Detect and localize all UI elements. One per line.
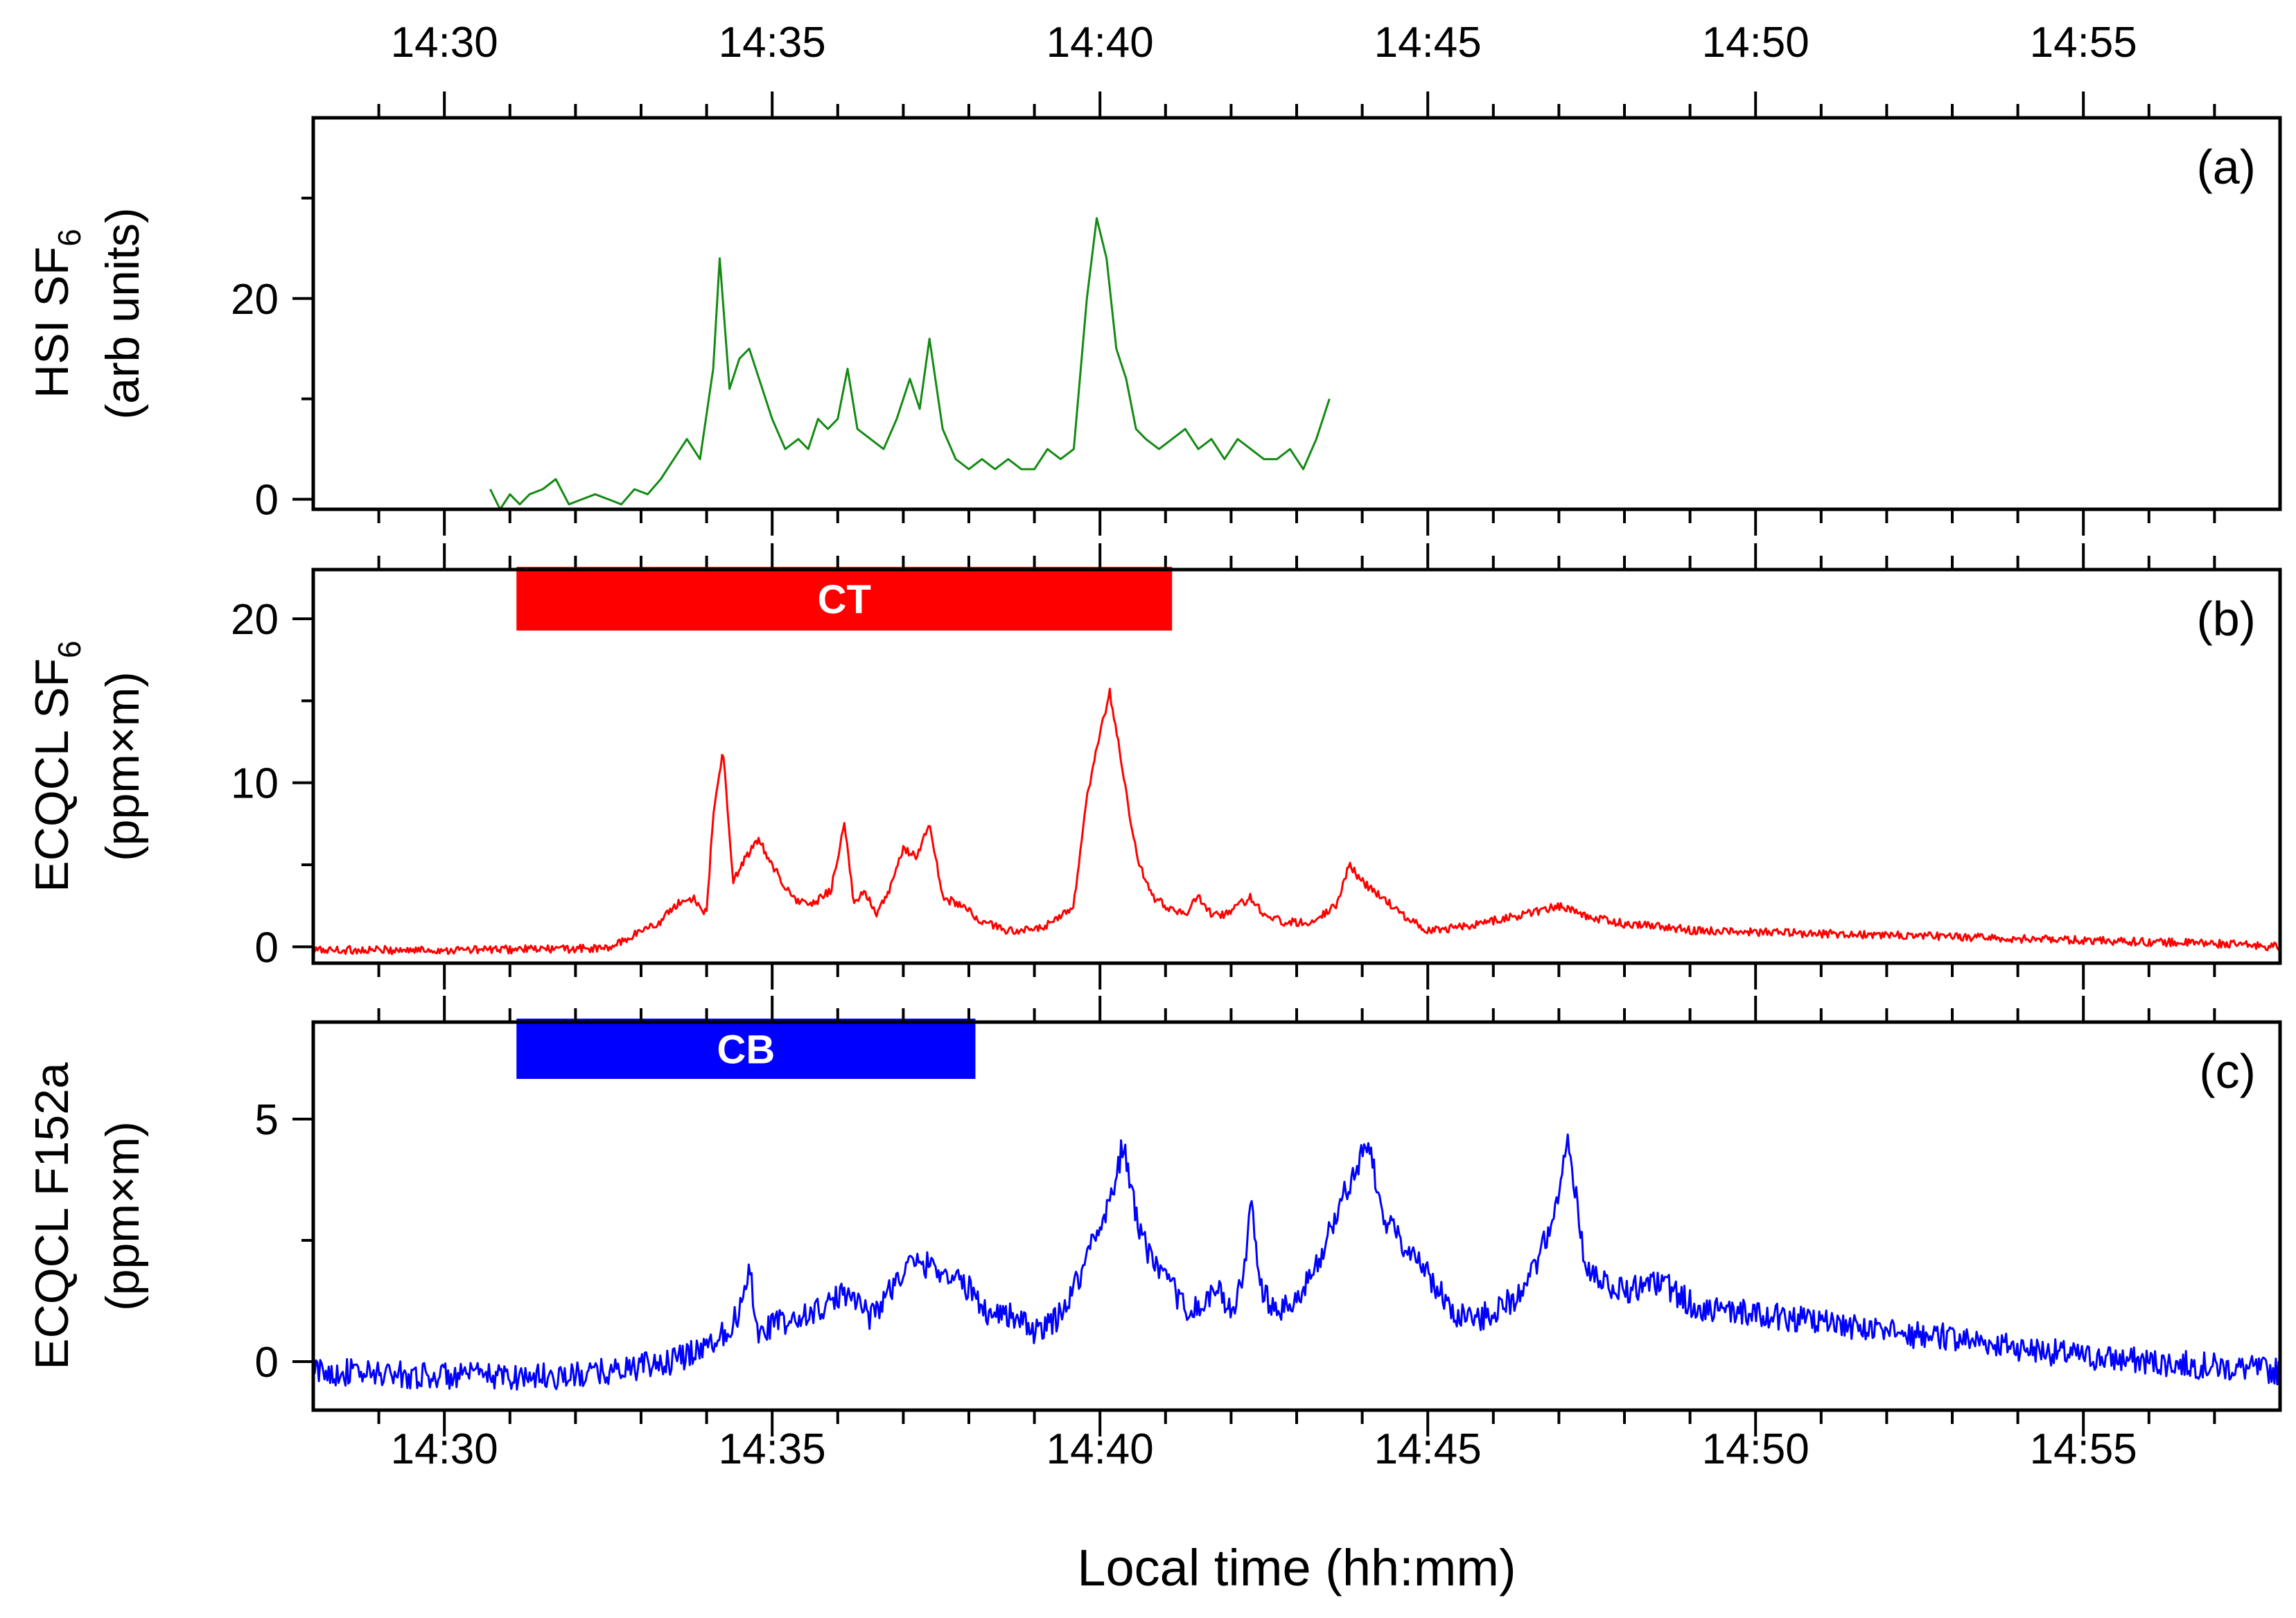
bottom-xtick-label: 14:35: [719, 1425, 826, 1473]
bottom-xtick-label: 14:45: [1374, 1425, 1482, 1473]
top-xtick-label: 14:35: [719, 19, 826, 67]
top-xtick-label: 14:40: [1046, 19, 1154, 67]
y-axis-title-main: ECQCL SF: [26, 658, 78, 892]
panel-frame-a: [311, 116, 2282, 511]
y-axis-title-subscript: 6: [51, 229, 87, 247]
panel-tag-b: (b): [2196, 592, 2256, 646]
y-axis-title-b: ECQCL SF6(ppm×m): [26, 640, 149, 892]
y-axis-title-line1: HSI SF6: [26, 229, 87, 398]
series-line-a: [489, 217, 1331, 511]
y-axis-title-line2: (ppm×m): [96, 671, 149, 861]
ytick-label: 0: [255, 1339, 279, 1387]
ytick-label: 20: [231, 276, 279, 324]
text-layer: 14:30 14:35 14:40 14:45 14:50 14:55 14:30 14:35…: [26, 19, 2256, 1597]
axes-layer: [292, 91, 2282, 1436]
series-layer: [312, 217, 2281, 1391]
ytick-label: 10: [231, 760, 279, 808]
top-xtick-label: 14:30: [391, 19, 498, 67]
y-axis-title-line2: (arb units): [96, 207, 149, 419]
x-axis-title: Local time (hh:mm): [1077, 1539, 1516, 1597]
annotation-bar-cb: [516, 1019, 976, 1079]
ytick-label: 0: [255, 477, 279, 525]
annotation-bar-ct: [516, 567, 1173, 631]
series-line-b: [312, 687, 2281, 956]
y-axis-title-main: HSI SF: [26, 247, 78, 398]
top-xtick-label: 14:45: [1374, 19, 1482, 67]
panel-tag-a: (a): [2196, 140, 2256, 194]
top-xtick-label: 14:55: [2030, 19, 2137, 67]
annotation-bars-layer: [516, 567, 1173, 1079]
y-axis-title-line1: ECQCL F152a: [26, 1062, 78, 1370]
ytick-label: 0: [255, 924, 279, 971]
y-axis-title-subscript: 6: [51, 640, 87, 658]
y-axis-title-a: HSI SF6 (arb units): [26, 207, 149, 419]
bottom-xtick-label: 14:55: [2030, 1425, 2137, 1473]
annotation-bar-label: CB: [717, 1028, 775, 1073]
series-line-c: [312, 1133, 2281, 1391]
bottom-xtick-label: 14:50: [1702, 1425, 1809, 1473]
y-axis-title-line2: (ppm×m): [96, 1121, 149, 1311]
panel-tag-c: (c): [2199, 1044, 2256, 1098]
top-xtick-label: 14:50: [1702, 19, 1809, 67]
panel-frame-c: [311, 1020, 2282, 1412]
bottom-xtick-label: 14:40: [1046, 1425, 1154, 1473]
y-axis-title-line1: ECQCL SF6: [26, 640, 87, 892]
y-axis-title-main: ECQCL F152a: [26, 1062, 78, 1370]
ytick-label: 20: [231, 596, 279, 644]
ytick-label: 5: [255, 1096, 279, 1144]
bottom-xtick-label: 14:30: [391, 1425, 498, 1473]
y-axis-title-c: ECQCL F152a (ppm×m): [26, 1062, 149, 1370]
annotation-bar-label: CT: [818, 577, 871, 622]
